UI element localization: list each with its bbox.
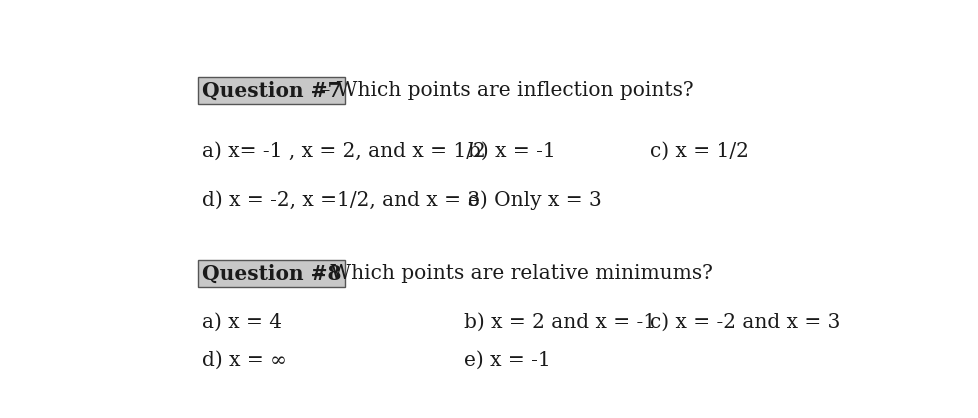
Text: Question #7: Question #7 — [201, 80, 341, 100]
Text: b) x = -1: b) x = -1 — [467, 142, 555, 161]
Text: Question #8: Question #8 — [201, 264, 341, 284]
Text: b) x = 2 and x = -1: b) x = 2 and x = -1 — [464, 313, 655, 331]
Text: d) x = -2, x =1/2, and x = 3: d) x = -2, x =1/2, and x = 3 — [201, 190, 479, 209]
Text: e) x = -1: e) x = -1 — [464, 350, 550, 369]
Text: a) x = 4: a) x = 4 — [201, 313, 282, 331]
Text: c) x = 1/2: c) x = 1/2 — [649, 142, 748, 161]
Text: d) x = ∞: d) x = ∞ — [201, 350, 287, 369]
Text: – Which points are relative minimums?: – Which points are relative minimums? — [314, 264, 713, 283]
Text: c) x = -2 and x = 3: c) x = -2 and x = 3 — [649, 313, 839, 331]
Text: e) Only x = 3: e) Only x = 3 — [467, 190, 600, 210]
Text: a) x= -1 , x = 2, and x = 1/2: a) x= -1 , x = 2, and x = 1/2 — [201, 142, 485, 161]
Text: – Which points are inflection points?: – Which points are inflection points? — [314, 81, 693, 100]
